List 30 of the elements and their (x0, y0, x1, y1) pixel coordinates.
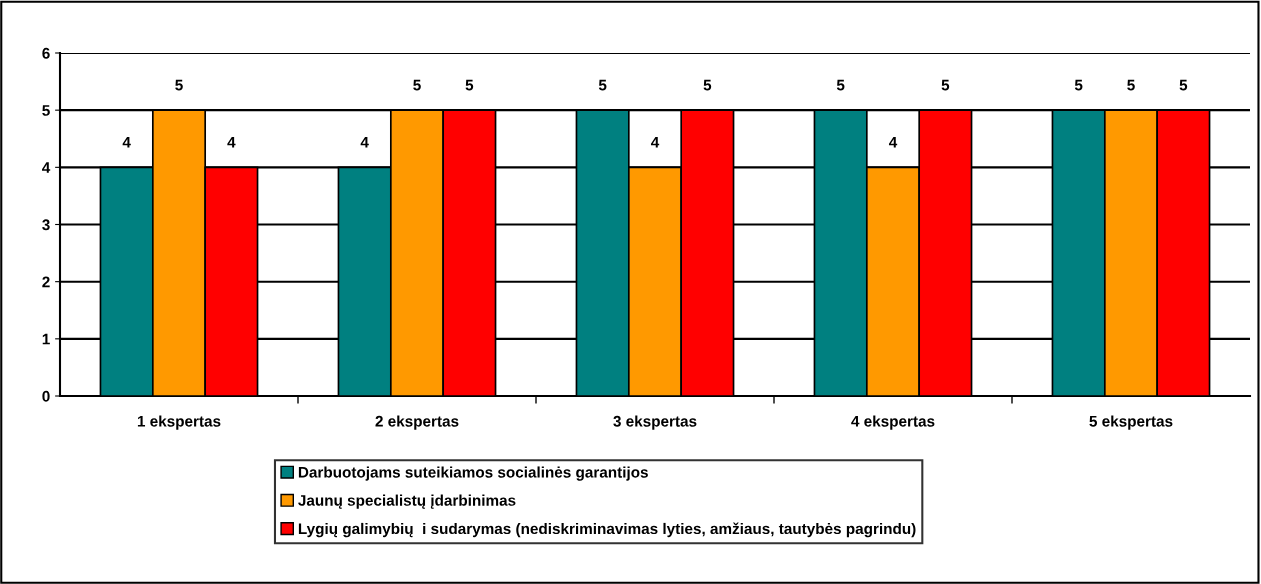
y-tick-label: 6 (42, 47, 50, 59)
x-tick-label: 5 ekspertas (1089, 415, 1173, 430)
data-label: 4 (360, 136, 369, 148)
legend-label: Lygių galimybių i sudarymas (nediskriminavimas lyties, amžiaus, tautybės pagrindu) (298, 522, 916, 538)
data-label: 5 (1074, 79, 1083, 91)
data-label: 4 (888, 136, 898, 148)
y-tick-label: 0 (42, 390, 50, 402)
data-label: 5 (465, 79, 474, 91)
data-label: 5 (836, 79, 845, 91)
x-tick-label: 3 ekspertas (613, 415, 697, 430)
data-label: 5 (1127, 79, 1135, 91)
x-tick-label: 1 ekspertas (137, 415, 221, 430)
y-tick-label: 5 (42, 105, 50, 116)
data-label: 5 (175, 79, 183, 91)
data-label: 5 (413, 79, 421, 91)
data-label: 5 (941, 79, 950, 91)
data-label: 5 (598, 79, 607, 91)
x-tick-label: 2 ekspertas (375, 415, 459, 430)
data-label: 5 (703, 79, 712, 91)
legend-label: Darbuotojams suteikiamos socialinės garantijos (298, 466, 648, 481)
data-label: 4 (227, 136, 236, 148)
legend-label: Jaunų specialistų įdarbinimas (298, 494, 516, 509)
y-tick-label: 3 (42, 219, 50, 231)
data-label: 4 (650, 136, 660, 148)
y-tick-label: 2 (42, 276, 50, 288)
y-tick-label: 1 (42, 333, 50, 345)
data-label: 4 (122, 136, 131, 148)
x-tick-label: 4 ekspertas (851, 415, 935, 430)
data-label: 5 (1179, 79, 1188, 91)
y-tick-label: 4 (42, 162, 51, 173)
